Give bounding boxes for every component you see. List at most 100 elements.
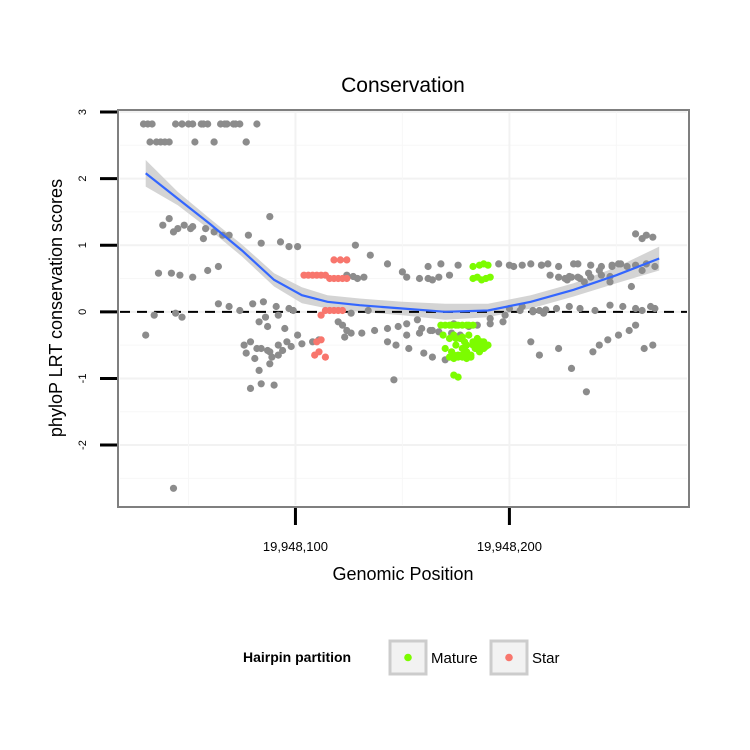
- point-mature: [454, 373, 462, 381]
- point-other: [561, 274, 569, 283]
- smooth-line-layer: [145, 172, 660, 313]
- point-star: [317, 311, 325, 319]
- point-star: [343, 256, 351, 264]
- point-other: [510, 262, 518, 271]
- point-other: [435, 273, 443, 281]
- point-other: [272, 302, 280, 311]
- point-other: [257, 239, 265, 247]
- point-mature: [439, 331, 447, 339]
- point-other: [565, 302, 573, 311]
- point-other: [501, 311, 509, 319]
- point-other: [261, 313, 270, 321]
- point-mature: [465, 331, 473, 339]
- point-other: [257, 380, 265, 388]
- x-axis-label: Genomic Position: [332, 564, 473, 584]
- point-other: [595, 341, 603, 349]
- point-other: [413, 316, 421, 324]
- point-other: [394, 322, 402, 331]
- point-other: [632, 304, 640, 313]
- legend: Hairpin partition Mature Star: [243, 639, 560, 676]
- point-other: [169, 484, 178, 492]
- point-other: [244, 231, 252, 239]
- points-layer: [139, 120, 659, 492]
- point-other: [270, 381, 278, 389]
- point-other: [537, 261, 546, 269]
- point-other: [576, 304, 584, 313]
- point-other: [236, 306, 244, 315]
- point-mature: [452, 341, 460, 349]
- point-other: [283, 338, 291, 346]
- legend-star-dot: [505, 653, 513, 662]
- y-axis-label: phyloP LRT conservation scores: [46, 179, 66, 437]
- point-star: [321, 353, 329, 361]
- point-other: [189, 273, 197, 281]
- point-other: [445, 271, 454, 279]
- point-other: [580, 278, 588, 286]
- point-other: [199, 235, 207, 243]
- point-star: [343, 274, 351, 283]
- point-other: [552, 304, 561, 313]
- point-mature: [486, 273, 494, 281]
- point-other: [159, 221, 167, 229]
- point-other: [392, 341, 400, 349]
- point-other: [546, 271, 554, 279]
- point-other: [294, 243, 302, 251]
- point-mature: [484, 261, 492, 269]
- point-other: [266, 360, 274, 368]
- point-other: [257, 344, 265, 353]
- point-other: [298, 340, 306, 348]
- point-other: [632, 321, 640, 329]
- point-other: [246, 384, 255, 392]
- point-other: [535, 351, 544, 359]
- point-other: [287, 342, 295, 351]
- point-other: [341, 333, 349, 341]
- plot-panel-border: [117, 109, 690, 508]
- y-axis: -2 -1 0 1 2 3: [77, 109, 117, 450]
- point-other: [255, 318, 263, 326]
- point-other: [231, 120, 240, 128]
- point-other: [582, 388, 591, 396]
- point-other: [595, 266, 603, 275]
- point-other: [428, 353, 436, 361]
- point-other: [604, 336, 612, 344]
- point-other: [390, 376, 398, 384]
- point-other: [555, 262, 563, 271]
- point-other: [405, 344, 413, 353]
- point-other: [255, 366, 263, 374]
- point-other: [154, 269, 163, 277]
- point-other: [172, 120, 180, 128]
- point-other: [518, 261, 526, 269]
- point-other: [281, 324, 289, 333]
- point-other: [418, 324, 426, 333]
- point-other: [570, 260, 578, 268]
- point-other: [279, 346, 287, 355]
- point-other: [638, 235, 646, 243]
- point-other: [638, 266, 646, 275]
- point-other: [574, 273, 582, 281]
- point-other: [437, 260, 445, 268]
- point-other: [383, 260, 392, 268]
- point-other: [486, 320, 494, 328]
- point-other: [242, 349, 250, 357]
- point-other: [614, 260, 623, 268]
- point-other: [555, 344, 563, 353]
- point-mature: [452, 334, 460, 343]
- point-other: [649, 341, 657, 349]
- y-tick-label: -2: [77, 440, 89, 450]
- point-other: [371, 326, 379, 335]
- point-star: [338, 306, 347, 315]
- point-other: [527, 260, 535, 268]
- point-other: [274, 311, 282, 319]
- point-other: [424, 262, 432, 271]
- point-mature: [469, 262, 477, 271]
- point-other: [268, 353, 276, 361]
- point-other: [274, 341, 282, 349]
- point-other: [165, 138, 173, 146]
- point-other: [249, 300, 257, 308]
- point-other: [486, 314, 494, 323]
- point-other: [415, 274, 424, 283]
- point-other: [240, 341, 248, 349]
- point-mature: [478, 338, 486, 346]
